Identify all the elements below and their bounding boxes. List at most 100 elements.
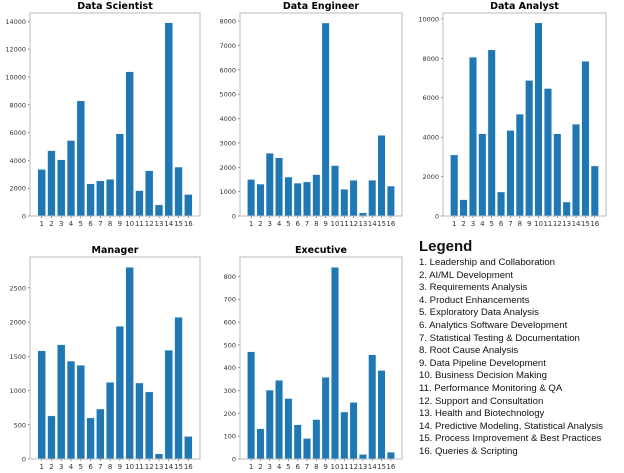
legend-item: 13. Health and Biotechnology — [419, 408, 545, 420]
bar — [581, 61, 590, 217]
bar — [145, 170, 154, 217]
x-tick-label: 4 — [69, 220, 74, 228]
y-tick-label: 1000 — [219, 188, 236, 196]
bar — [125, 71, 134, 217]
y-tick-label: 12000 — [5, 46, 26, 54]
x-tick-label: 15 — [377, 220, 386, 228]
x-tick-label: 7 — [98, 220, 102, 228]
bar — [164, 349, 173, 460]
y-tick-label: 10000 — [418, 15, 439, 23]
bar — [256, 428, 265, 460]
x-tick-label: 14 — [164, 463, 173, 471]
x-tick-label: 8 — [108, 463, 112, 471]
bar — [106, 179, 115, 217]
bar — [321, 377, 330, 460]
x-tick-label: 10 — [534, 220, 543, 228]
y-tick-label: 400 — [224, 364, 236, 372]
x-tick-label: 9 — [118, 220, 122, 228]
y-tick-label: 2000 — [9, 319, 26, 327]
x-tick-label: 2 — [258, 463, 262, 471]
bar — [515, 113, 524, 217]
legend-item: 7. Statistical Testing & Documentation — [419, 332, 580, 344]
bar — [265, 389, 274, 460]
bar — [96, 180, 105, 217]
bar — [164, 22, 173, 217]
legend-item: 15. Process Improvement & Best Practices — [419, 433, 602, 445]
bar — [368, 179, 377, 217]
x-tick-label: 8 — [314, 220, 318, 228]
chart-title: Manager — [92, 245, 139, 256]
x-tick-label: 14 — [368, 463, 377, 471]
y-tick-label: 3000 — [219, 139, 236, 147]
bar — [349, 179, 358, 217]
bar — [506, 130, 515, 217]
y-tick-label: 14000 — [5, 18, 26, 26]
bar — [275, 157, 284, 217]
bar — [469, 56, 477, 217]
legend-title: Legend — [419, 238, 473, 255]
bar — [174, 317, 183, 460]
x-tick-label: 9 — [527, 220, 531, 228]
x-tick-label: 10 — [125, 463, 134, 471]
x-tick-label: 15 — [174, 463, 183, 471]
bar — [478, 133, 487, 217]
bar — [377, 370, 386, 460]
legend-item: 16. Queries & Scripting — [419, 445, 518, 457]
y-tick-label: 700 — [224, 296, 236, 304]
bar — [358, 454, 367, 460]
x-tick-label: 5 — [286, 463, 290, 471]
bar — [459, 199, 468, 217]
legend-item: 2. AI/ML Development — [419, 269, 514, 281]
legend-item: 8. Root Cause Analysis — [419, 345, 519, 357]
x-tick-label: 16 — [184, 220, 193, 228]
x-tick-label: 13 — [155, 220, 164, 228]
bar — [386, 185, 395, 217]
legend-item: 12. Support and Consultation — [419, 395, 544, 407]
bar — [386, 451, 395, 460]
y-tick-label: 5000 — [219, 91, 236, 99]
x-tick-label: 6 — [88, 220, 93, 228]
x-tick-label: 15 — [174, 220, 183, 228]
x-tick-label: 8 — [518, 220, 522, 228]
x-tick-label: 6 — [499, 220, 504, 228]
legend-item: 9. Data Pipeline Development — [419, 357, 546, 369]
y-tick-label: 0 — [232, 213, 236, 221]
legend-item: 11. Performance Monitoring & QA — [419, 382, 563, 394]
legend-item: 4. Product Enhancements — [419, 294, 530, 306]
x-tick-label: 8 — [314, 463, 318, 471]
bar — [135, 190, 144, 217]
bar — [293, 182, 302, 217]
axes-frame — [239, 12, 403, 217]
y-tick-label: 4000 — [219, 115, 236, 123]
x-tick-label: 13 — [358, 463, 367, 471]
bar — [76, 364, 85, 460]
axes-frame — [29, 12, 201, 217]
x-tick-label: 5 — [489, 220, 493, 228]
bar — [340, 411, 349, 460]
bar — [487, 49, 496, 217]
chart-title: Data Engineer — [283, 1, 360, 12]
x-tick-label: 3 — [59, 463, 63, 471]
chart-title: Data Scientist — [77, 1, 153, 12]
y-tick-label: 300 — [224, 387, 236, 395]
x-tick-label: 4 — [277, 463, 282, 471]
x-tick-label: 2 — [258, 220, 262, 228]
x-tick-label: 15 — [581, 220, 590, 228]
x-tick-label: 2 — [461, 220, 465, 228]
y-tick-label: 4000 — [9, 157, 26, 165]
x-tick-label: 12 — [553, 220, 562, 228]
bar — [66, 140, 76, 217]
x-tick-label: 11 — [340, 220, 349, 228]
x-tick-label: 1 — [249, 220, 253, 228]
x-tick-label: 4 — [69, 463, 74, 471]
x-tick-label: 5 — [79, 463, 83, 471]
y-tick-label: 6000 — [422, 94, 439, 102]
bar — [115, 325, 124, 460]
bar — [247, 179, 256, 217]
bar — [115, 133, 124, 217]
y-tick-label: 8000 — [9, 101, 26, 109]
y-tick-label: 2000 — [422, 173, 439, 181]
x-tick-label: 12 — [349, 220, 358, 228]
x-tick-label: 4 — [277, 220, 282, 228]
